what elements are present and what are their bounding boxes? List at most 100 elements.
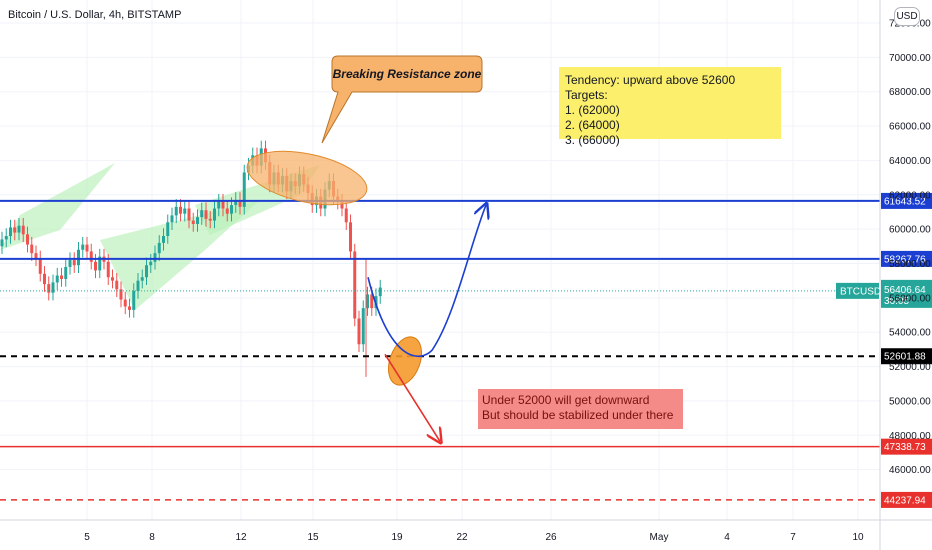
level-price-tag xyxy=(881,438,932,455)
candle xyxy=(4,228,8,248)
candle xyxy=(234,192,238,213)
y-tick-label: 64000.00 xyxy=(889,156,931,167)
candle-body xyxy=(115,280,119,290)
candle xyxy=(132,283,136,318)
candle xyxy=(89,243,93,270)
candle xyxy=(208,211,212,229)
candle xyxy=(115,272,119,297)
candle-body xyxy=(357,318,361,345)
y-tick-label: 68000.00 xyxy=(889,87,931,98)
symbol-tag xyxy=(836,282,879,299)
projected-up-path xyxy=(367,205,486,357)
candle-body xyxy=(370,294,374,309)
downside-line: Under 52000 will get downward xyxy=(482,393,650,407)
candle-body xyxy=(47,284,51,293)
tendency-line: 3. (66000) xyxy=(565,133,620,147)
candle xyxy=(47,276,51,301)
level-price-tag xyxy=(881,192,932,209)
candle-body xyxy=(157,242,161,254)
currency-button[interactable]: USD xyxy=(894,7,920,26)
candle xyxy=(153,245,157,270)
candle-body xyxy=(38,258,42,274)
candle xyxy=(60,267,63,287)
candle-body xyxy=(179,206,182,214)
level-price-tag xyxy=(881,491,932,508)
horizontal-levels: 61643.52 58267.76 52601.88 47338.73 44237.94… xyxy=(0,192,932,508)
candle xyxy=(183,200,187,222)
x-tick-label: 10 xyxy=(852,532,864,543)
candle-body xyxy=(132,290,136,310)
candle xyxy=(145,257,148,285)
candle-body xyxy=(0,239,4,247)
projected-down-arrow xyxy=(384,353,440,441)
candle-body xyxy=(77,249,80,266)
candle xyxy=(353,243,357,327)
x-tick-label: 12 xyxy=(235,532,247,543)
y-tick-label: 70000.00 xyxy=(889,53,931,64)
y-tick-label: 54000.00 xyxy=(889,328,931,339)
candle-body xyxy=(17,225,21,233)
candle xyxy=(17,217,21,241)
candle-body xyxy=(140,277,144,281)
level-price-label: 44237.94 xyxy=(884,495,926,506)
candle xyxy=(213,200,216,229)
candle xyxy=(111,269,114,289)
level-price-tag xyxy=(881,348,932,365)
candle-body xyxy=(153,253,157,262)
candle-body xyxy=(166,222,170,237)
candle-body xyxy=(55,275,59,283)
current-price-tag xyxy=(881,279,932,308)
candle-body xyxy=(30,244,34,254)
candle xyxy=(191,212,195,232)
candle-body xyxy=(85,244,89,252)
candle-body xyxy=(72,260,76,266)
candle-body xyxy=(106,261,110,278)
candle xyxy=(64,259,68,287)
candle-body xyxy=(34,253,38,259)
candle xyxy=(38,250,42,282)
candle-body xyxy=(191,220,195,224)
callout-bubble xyxy=(321,55,483,144)
candle xyxy=(225,200,229,222)
candle xyxy=(9,219,12,244)
candle xyxy=(162,228,165,251)
candle-body xyxy=(242,172,246,207)
y-tick-label: 66000.00 xyxy=(889,122,931,133)
drawings: Breaking Resistance zone xyxy=(246,55,486,441)
candle-body xyxy=(204,210,208,219)
y-tick-label: 60000.00 xyxy=(889,225,931,236)
candle-body xyxy=(183,208,187,214)
level-price-label: 52601.88 xyxy=(884,352,926,363)
tendency-note: Tendency: upward above 52600 Targets: 1.… xyxy=(559,67,781,147)
candle-body xyxy=(162,236,165,243)
tendency-line: Tendency: upward above 52600 Targets: xyxy=(565,73,736,102)
candle-body xyxy=(349,222,352,252)
x-tick-label: 8 xyxy=(149,532,155,543)
candle-body xyxy=(234,199,238,206)
candle-body xyxy=(68,260,72,267)
candle xyxy=(196,209,199,232)
candle-body xyxy=(26,234,29,245)
candle-body xyxy=(149,261,153,266)
y-tick-label: 52000.00 xyxy=(889,362,931,373)
x-tick-label: 22 xyxy=(456,532,468,543)
countdown-label: 36:05 xyxy=(884,296,909,307)
candle xyxy=(98,248,102,279)
trend-channel xyxy=(0,163,115,250)
resistance-zone-ellipse xyxy=(246,150,368,206)
level-price-label: 58267.76 xyxy=(884,254,926,265)
y-tick-label: 56000.00 xyxy=(889,293,931,304)
candle xyxy=(55,267,59,291)
candle-body xyxy=(43,273,46,285)
candle-body xyxy=(170,215,174,223)
candle xyxy=(221,193,225,217)
candle-body xyxy=(221,201,225,209)
candle xyxy=(357,310,361,352)
candle-body xyxy=(213,208,216,221)
candle-body xyxy=(94,261,97,271)
candle xyxy=(170,207,174,231)
candle xyxy=(51,274,55,301)
candle xyxy=(72,252,76,273)
x-tick-label: 4 xyxy=(724,532,730,543)
